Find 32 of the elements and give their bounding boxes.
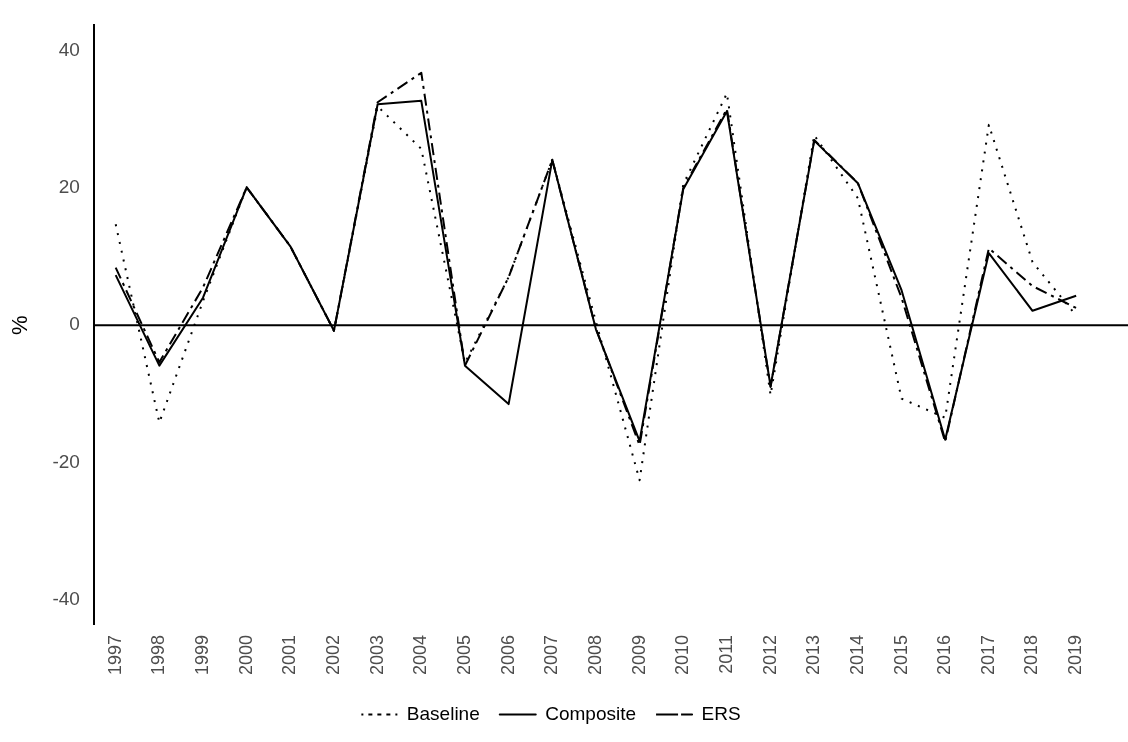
legend-label: ERS bbox=[701, 702, 741, 724]
x-tick-label: 2011 bbox=[715, 634, 736, 674]
x-tick-label: 2010 bbox=[672, 634, 693, 675]
x-tick-label: 2017 bbox=[977, 634, 998, 675]
y-tick-label: -20 bbox=[52, 450, 80, 472]
y-tick-label: 40 bbox=[58, 39, 80, 61]
x-tick-label: 1997 bbox=[104, 634, 125, 675]
x-tick-label: 2005 bbox=[453, 634, 474, 675]
y-axis-title: % bbox=[7, 315, 33, 335]
y-tick-label: 0 bbox=[69, 313, 80, 335]
x-tick-label: 2015 bbox=[890, 634, 911, 675]
y-tick-label: -40 bbox=[52, 587, 80, 609]
legend-label: Baseline bbox=[406, 702, 480, 724]
x-tick-label: 2003 bbox=[366, 634, 387, 675]
x-tick-label: 2002 bbox=[322, 634, 343, 675]
x-tick-label: 2016 bbox=[934, 634, 955, 675]
x-tick-label: 2012 bbox=[759, 634, 780, 675]
legend-label: Composite bbox=[545, 702, 637, 724]
x-tick-label: 2001 bbox=[279, 634, 300, 675]
y-tick-label: 20 bbox=[58, 176, 80, 198]
x-tick-label: 2004 bbox=[410, 634, 431, 675]
x-tick-label: 2008 bbox=[584, 634, 605, 675]
x-tick-label: 2013 bbox=[803, 634, 824, 675]
x-tick-label: 1998 bbox=[148, 634, 169, 675]
x-tick-label: 2000 bbox=[235, 634, 256, 675]
x-tick-label: 2014 bbox=[846, 634, 867, 675]
x-tick-label: 2009 bbox=[628, 634, 649, 675]
x-tick-label: 2007 bbox=[541, 634, 562, 675]
x-tick-label: 2018 bbox=[1021, 634, 1042, 675]
x-tick-label: 1999 bbox=[191, 634, 212, 675]
x-tick-label: 2006 bbox=[497, 634, 518, 675]
x-tick-label: 2019 bbox=[1065, 634, 1086, 675]
